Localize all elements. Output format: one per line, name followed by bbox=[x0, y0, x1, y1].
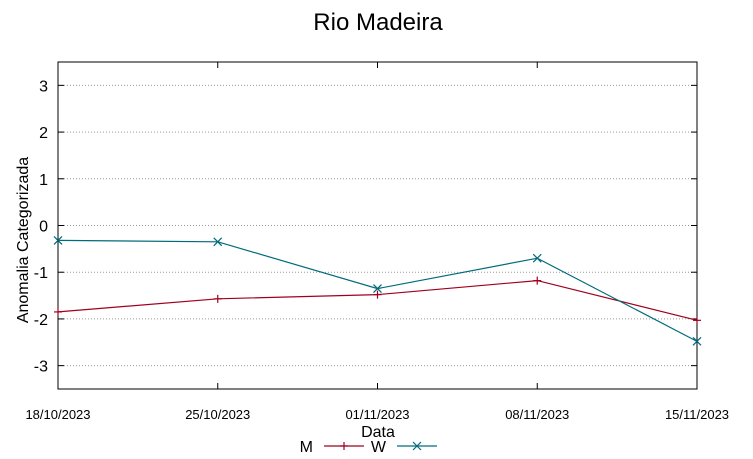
x-axis-label: Data bbox=[361, 424, 395, 441]
plot-frame bbox=[57, 61, 698, 390]
y-tick-label: 2 bbox=[39, 125, 48, 142]
data-point-W bbox=[692, 336, 702, 346]
chart-title: Rio Madeira bbox=[313, 9, 443, 36]
y-tick-label: -2 bbox=[34, 312, 48, 329]
y-axis-label: Anomalia Categorizada bbox=[15, 157, 32, 323]
data-point-W bbox=[532, 253, 542, 263]
y-axis-ticks: 3 2 1 0 -1 -2 -3 bbox=[34, 78, 697, 376]
series-lines bbox=[53, 236, 702, 346]
x-tick-label: 18/10/2023 bbox=[25, 407, 90, 422]
data-point-W bbox=[53, 236, 63, 245]
y-tick-label: -1 bbox=[34, 265, 48, 282]
x-tick-label: 15/11/2023 bbox=[665, 407, 729, 422]
series-line-M bbox=[57, 279, 698, 321]
y-tick-label: 0 bbox=[39, 219, 48, 236]
y-tick-label: 1 bbox=[39, 172, 48, 189]
legend-label: W bbox=[371, 439, 387, 456]
grid-lines bbox=[58, 84, 697, 367]
y-tick-label: 3 bbox=[39, 78, 48, 95]
x-tick-label: 01/11/2023 bbox=[345, 407, 409, 422]
data-point-W bbox=[213, 237, 223, 247]
x-axis-ticks: 18/10/2023 25/10/2023 01/11/2023 08/11/2023… bbox=[25, 62, 729, 422]
legend-marker bbox=[412, 441, 422, 451]
y-tick-label: -3 bbox=[34, 359, 48, 376]
x-tick-label: 25/10/2023 bbox=[185, 407, 250, 422]
x-tick-label: 08/11/2023 bbox=[505, 407, 569, 422]
data-point-W bbox=[373, 284, 382, 293]
legend-label: M bbox=[300, 439, 313, 456]
